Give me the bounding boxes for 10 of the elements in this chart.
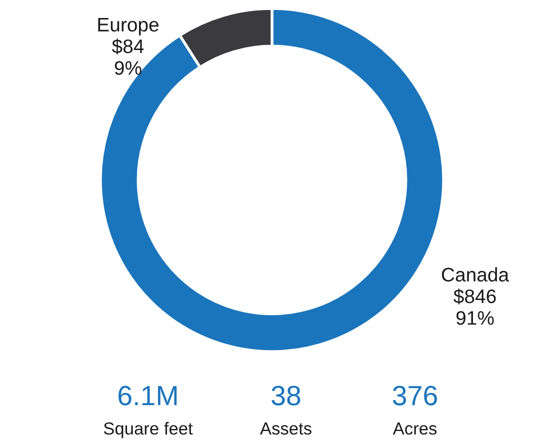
text: 376 <box>392 386 437 406</box>
data-label: $84 9% <box>112 38 144 75</box>
data-label: $846 91% <box>454 288 496 325</box>
slice-label: Canada <box>442 267 510 282</box>
text: 6.1M <box>118 386 177 406</box>
slice-label: Europe <box>98 18 158 36</box>
text: 38 <box>272 386 300 406</box>
text: Acres <box>392 422 437 435</box>
text: Assets <box>260 422 312 435</box>
text: Square feet <box>104 422 193 438</box>
